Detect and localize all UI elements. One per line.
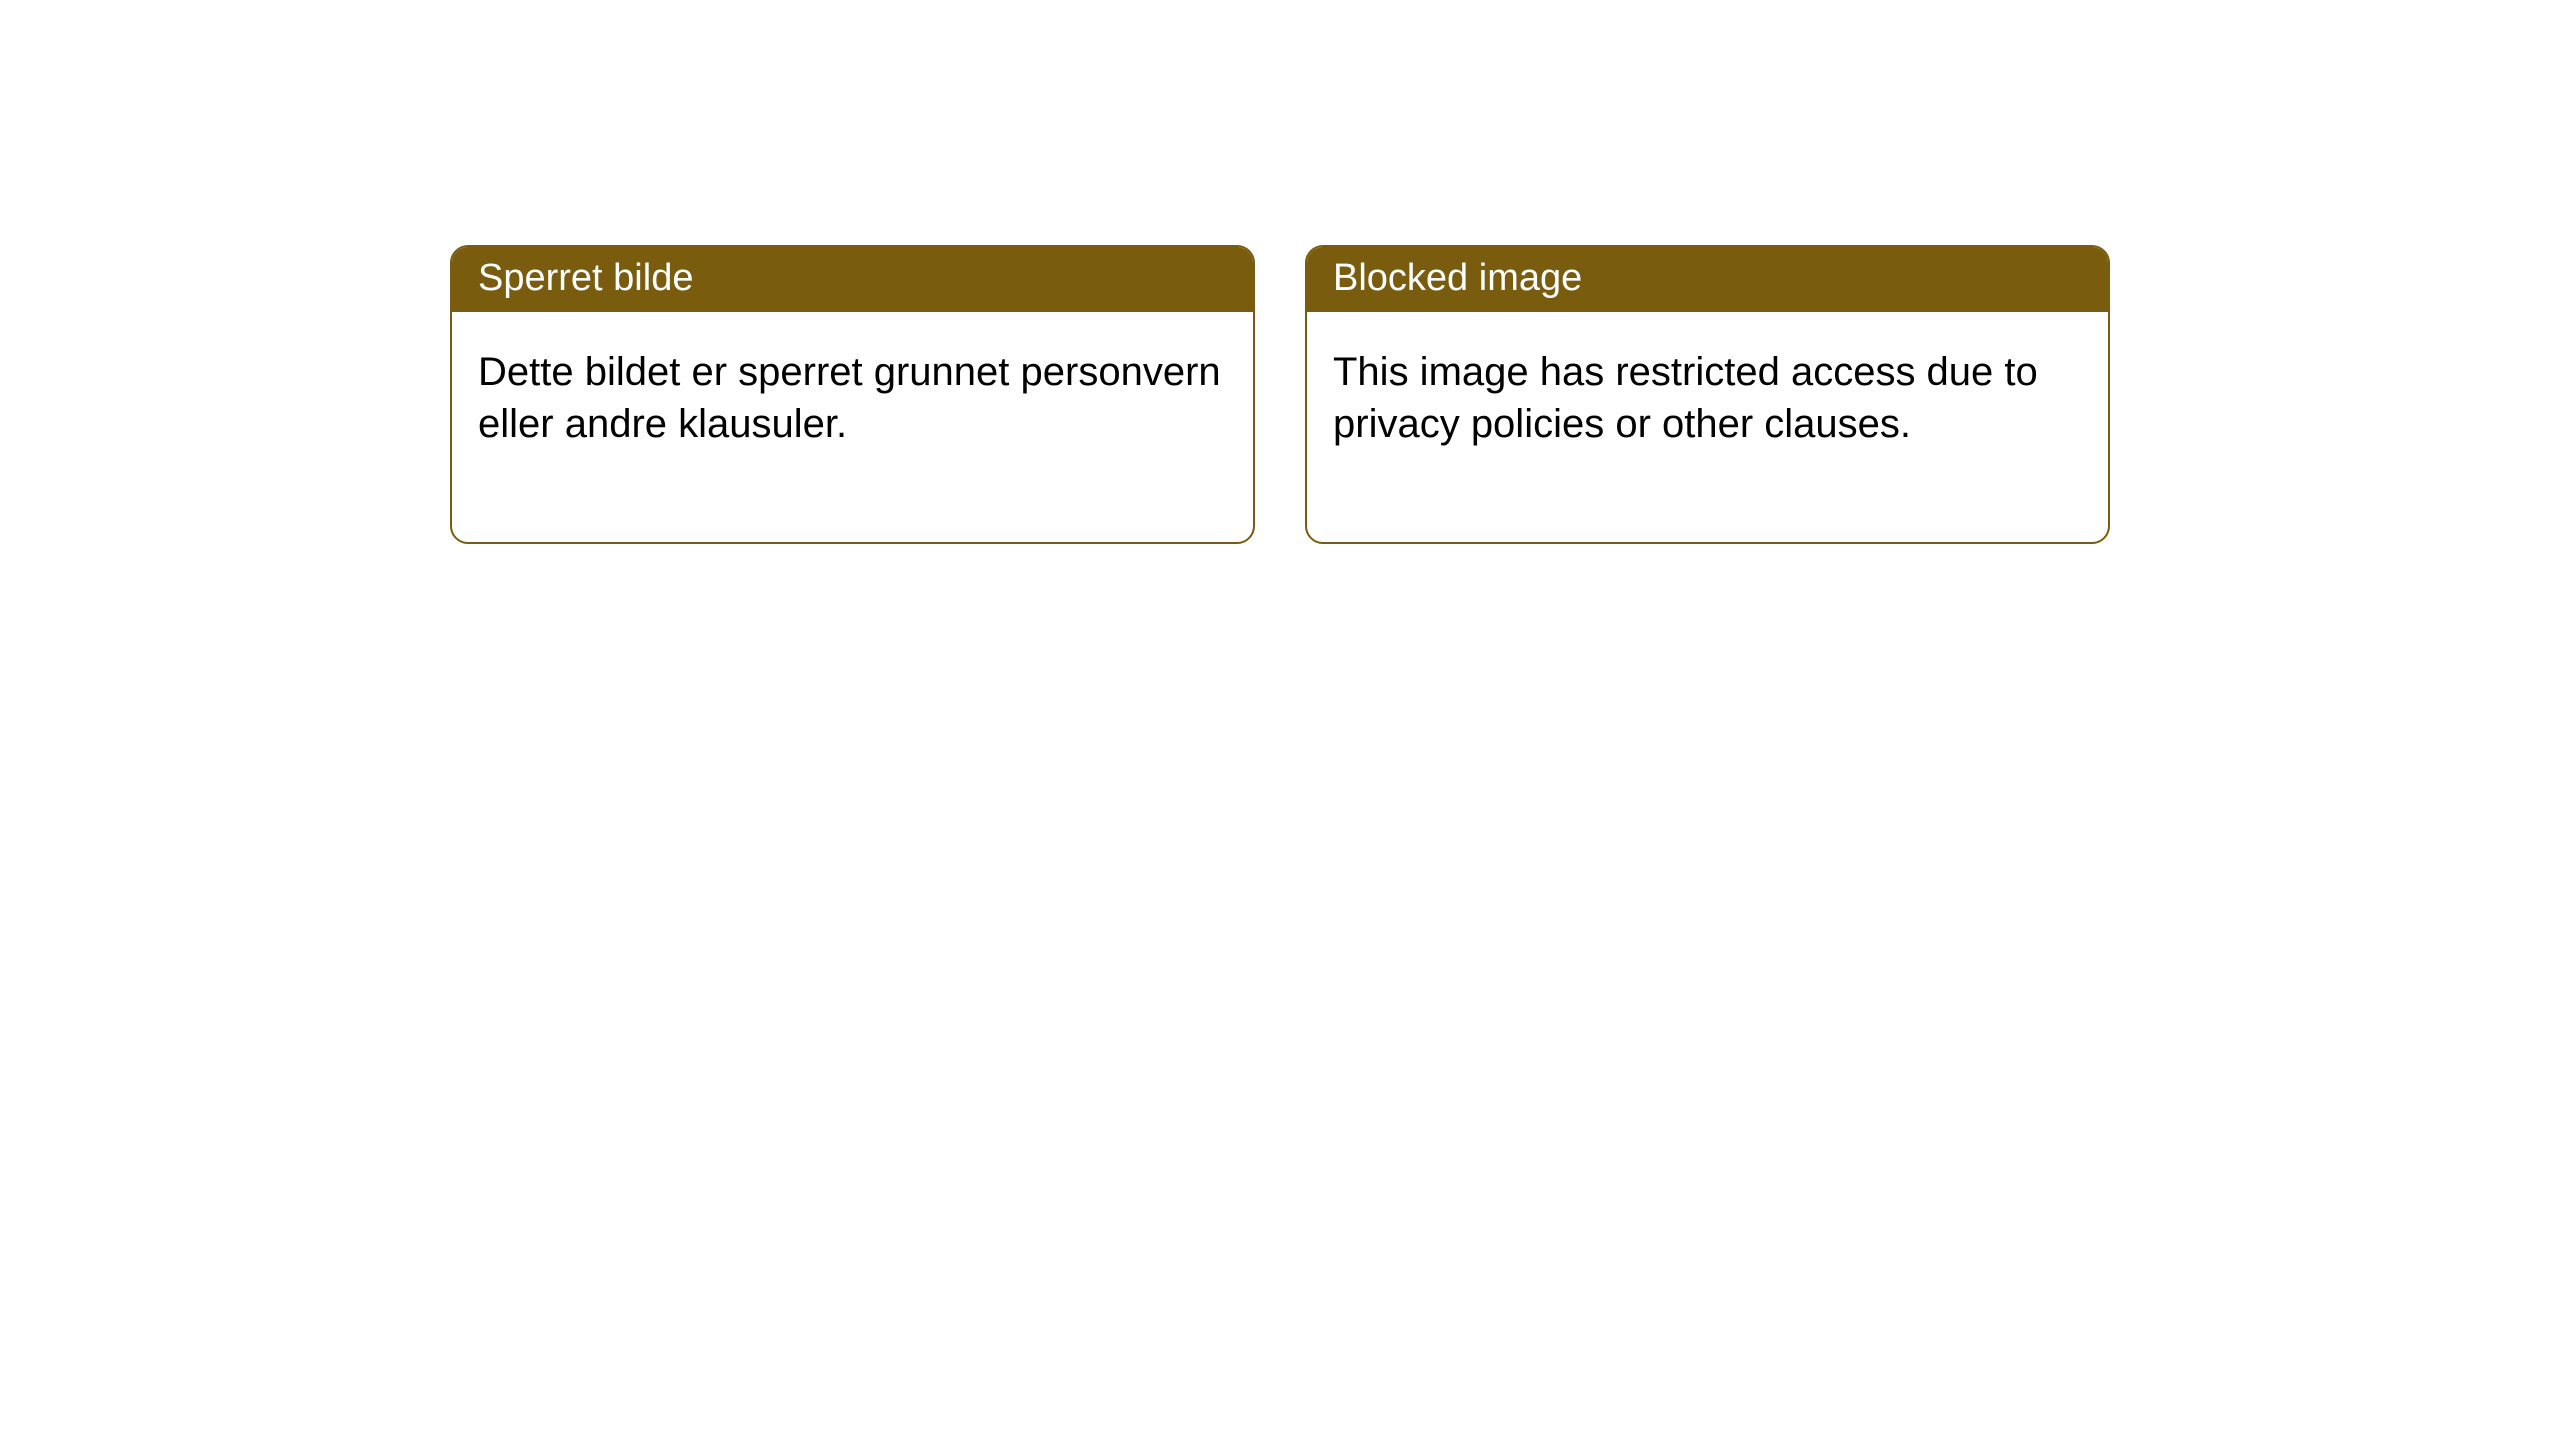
card-header-no: Sperret bilde: [452, 247, 1253, 312]
card-body-en: This image has restricted access due to …: [1307, 312, 2108, 542]
blocked-image-card-en: Blocked image This image has restricted …: [1305, 245, 2110, 544]
blocked-image-card-no: Sperret bilde Dette bildet er sperret gr…: [450, 245, 1255, 544]
notice-container: Sperret bilde Dette bildet er sperret gr…: [0, 0, 2560, 544]
card-body-no: Dette bildet er sperret grunnet personve…: [452, 312, 1253, 542]
card-header-en: Blocked image: [1307, 247, 2108, 312]
